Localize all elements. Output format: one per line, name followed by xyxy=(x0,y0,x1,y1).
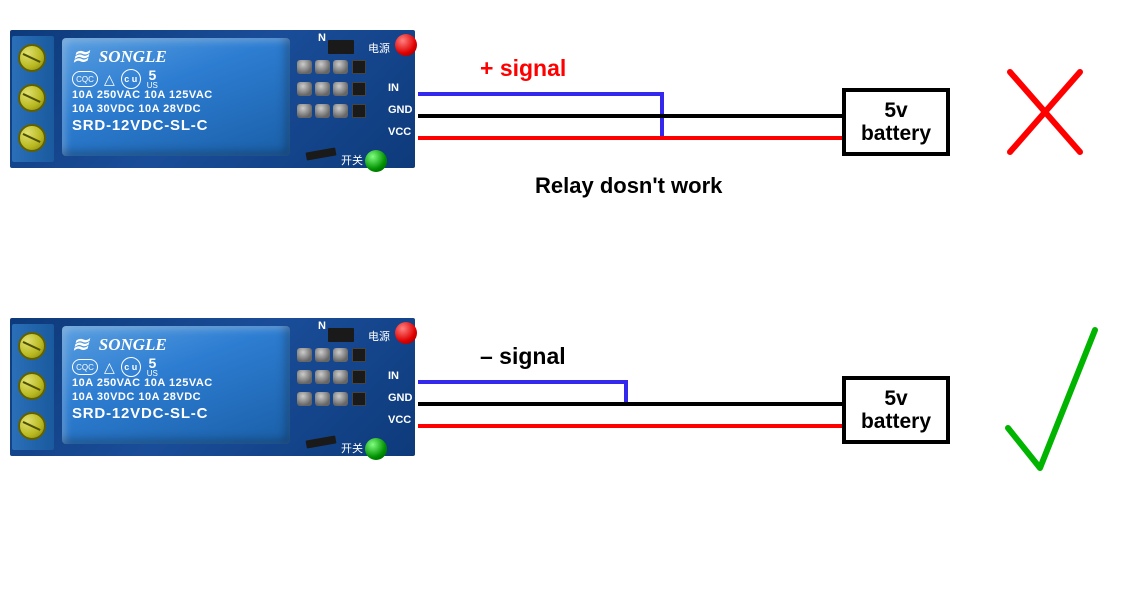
wire-gnd xyxy=(418,402,842,406)
cert-us-text: US xyxy=(147,82,158,89)
cert-triangle-icon: △ xyxy=(104,71,115,88)
wire-vcc xyxy=(418,424,842,428)
relay-rating-line2: 10A 30VDC 10A 28VDC xyxy=(72,391,280,405)
pin-label-in: IN xyxy=(388,370,399,382)
label-switch-cn: 开关 xyxy=(341,440,363,456)
terminal-n-label: N xyxy=(318,320,326,332)
screw-icon xyxy=(18,44,46,72)
battery-box: 5v battery xyxy=(842,376,950,444)
battery-label: battery xyxy=(861,410,931,433)
pin-label-gnd: GND xyxy=(388,104,412,116)
label-power-cn: 电源 xyxy=(368,328,390,344)
cert-ul-icon: c u xyxy=(121,69,141,89)
cert-ul-icon: c u xyxy=(121,357,141,377)
cert-5-text: 5 xyxy=(148,357,156,370)
relay-brand-text: SONGLE xyxy=(99,335,167,355)
relay-body: ≋ SONGLE CQC △ c u 5 US 10A 250VAC 10A 1… xyxy=(62,326,290,444)
battery-voltage: 5v xyxy=(884,99,907,122)
relay-model-text: SRD-12VDC-SL-C xyxy=(72,117,280,134)
wire-vcc xyxy=(418,136,842,140)
relay-model-text: SRD-12VDC-SL-C xyxy=(72,405,280,422)
screw-terminal-block xyxy=(12,36,54,162)
screw-icon xyxy=(18,412,46,440)
screw-icon xyxy=(18,372,46,400)
wire-gnd xyxy=(418,114,842,118)
relay-module: ≋ SONGLE CQC △ c u 5 US 10A 250VAC 10A 1… xyxy=(10,318,415,456)
signal-label-negative: – signal xyxy=(480,343,566,370)
pin-label-vcc: VCC xyxy=(388,414,411,426)
check-mark-icon xyxy=(1000,318,1105,483)
screw-icon xyxy=(18,124,46,152)
screw-icon xyxy=(18,332,46,360)
signal-label-positive: + signal xyxy=(480,55,566,82)
wire-signal-in xyxy=(418,92,664,96)
cert-5-text: 5 xyxy=(148,69,156,82)
cross-mark-icon xyxy=(1000,62,1090,162)
cert-cqc: CQC xyxy=(72,359,98,375)
relay-rating-line2: 10A 30VDC 10A 28VDC xyxy=(72,103,280,117)
screw-icon xyxy=(18,84,46,112)
relay-rating-line1: 10A 250VAC 10A 125VAC xyxy=(72,377,280,391)
cert-cqc: CQC xyxy=(72,71,98,87)
relay-brand-text: SONGLE xyxy=(99,47,167,67)
pin-header xyxy=(297,58,357,146)
label-switch-cn: 开关 xyxy=(341,152,363,168)
cert-us-text: US xyxy=(147,370,158,377)
pin-label-in: IN xyxy=(388,82,399,94)
cert-triangle-icon: △ xyxy=(104,359,115,376)
battery-voltage: 5v xyxy=(884,387,907,410)
relay-body: ≋ SONGLE CQC △ c u 5 US 10A 250VAC 10A 1… xyxy=(62,38,290,156)
pin-header xyxy=(297,346,357,434)
battery-label: battery xyxy=(861,122,931,145)
smd-transistor xyxy=(328,328,354,342)
relay-module: ≋ SONGLE CQC △ c u 5 US 10A 250VAC 10A 1… xyxy=(10,30,415,168)
wire-signal-in xyxy=(418,380,628,384)
battery-box: 5v battery xyxy=(842,88,950,156)
relay-rating-line1: 10A 250VAC 10A 125VAC xyxy=(72,89,280,103)
status-led-icon xyxy=(365,150,387,172)
label-power-cn: 电源 xyxy=(368,40,390,56)
screw-terminal-block xyxy=(12,324,54,450)
terminal-n-label: N xyxy=(318,32,326,44)
status-led-icon xyxy=(365,438,387,460)
power-led-icon xyxy=(395,34,417,56)
smd-transistor xyxy=(328,40,354,54)
power-led-icon xyxy=(395,322,417,344)
pin-label-gnd: GND xyxy=(388,392,412,404)
pin-label-vcc: VCC xyxy=(388,126,411,138)
caption-not-working: Relay dosn't work xyxy=(535,173,722,199)
